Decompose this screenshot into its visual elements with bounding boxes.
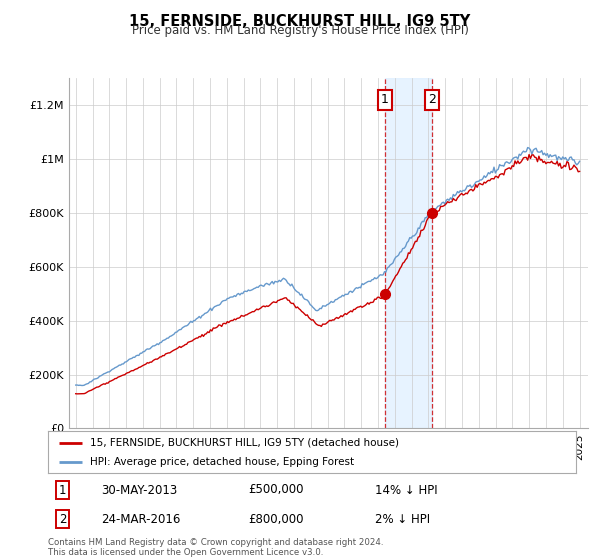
Text: Price paid vs. HM Land Registry's House Price Index (HPI): Price paid vs. HM Land Registry's House …: [131, 24, 469, 36]
Text: Contains HM Land Registry data © Crown copyright and database right 2024.
This d: Contains HM Land Registry data © Crown c…: [48, 538, 383, 557]
Text: £800,000: £800,000: [248, 512, 304, 526]
Text: £500,000: £500,000: [248, 483, 304, 497]
Text: 1: 1: [381, 94, 389, 106]
Text: 15, FERNSIDE, BUCKHURST HILL, IG9 5TY (detached house): 15, FERNSIDE, BUCKHURST HILL, IG9 5TY (d…: [90, 437, 399, 447]
Text: 24-MAR-2016: 24-MAR-2016: [101, 512, 180, 526]
Text: 14% ↓ HPI: 14% ↓ HPI: [376, 483, 438, 497]
Text: 15, FERNSIDE, BUCKHURST HILL, IG9 5TY: 15, FERNSIDE, BUCKHURST HILL, IG9 5TY: [130, 14, 470, 29]
Text: 2: 2: [428, 94, 436, 106]
Text: 1: 1: [59, 483, 67, 497]
Text: 2: 2: [59, 512, 67, 526]
Text: 30-MAY-2013: 30-MAY-2013: [101, 483, 177, 497]
Text: HPI: Average price, detached house, Epping Forest: HPI: Average price, detached house, Eppi…: [90, 457, 355, 467]
Bar: [385, 78, 432, 428]
Text: 2% ↓ HPI: 2% ↓ HPI: [376, 512, 430, 526]
